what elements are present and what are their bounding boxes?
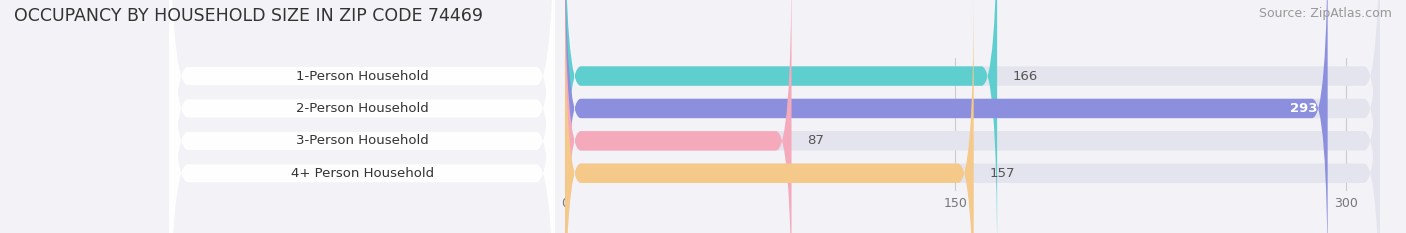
Text: 293: 293 [1289, 102, 1317, 115]
Text: OCCUPANCY BY HOUSEHOLD SIZE IN ZIP CODE 74469: OCCUPANCY BY HOUSEHOLD SIZE IN ZIP CODE … [14, 7, 484, 25]
FancyBboxPatch shape [170, 0, 555, 233]
FancyBboxPatch shape [565, 0, 974, 233]
FancyBboxPatch shape [170, 0, 555, 233]
FancyBboxPatch shape [565, 0, 792, 233]
Text: 87: 87 [807, 134, 824, 147]
FancyBboxPatch shape [565, 0, 1379, 233]
Text: 2-Person Household: 2-Person Household [295, 102, 429, 115]
Text: 3-Person Household: 3-Person Household [295, 134, 429, 147]
FancyBboxPatch shape [565, 0, 1327, 233]
Text: 1-Person Household: 1-Person Household [295, 70, 429, 82]
Text: 157: 157 [990, 167, 1015, 180]
FancyBboxPatch shape [170, 0, 555, 233]
FancyBboxPatch shape [565, 0, 1379, 233]
FancyBboxPatch shape [170, 0, 555, 233]
FancyBboxPatch shape [565, 0, 1379, 233]
FancyBboxPatch shape [565, 0, 1379, 233]
FancyBboxPatch shape [565, 0, 997, 233]
Text: 166: 166 [1012, 70, 1038, 82]
Text: 4+ Person Household: 4+ Person Household [291, 167, 433, 180]
Text: Source: ZipAtlas.com: Source: ZipAtlas.com [1258, 7, 1392, 20]
